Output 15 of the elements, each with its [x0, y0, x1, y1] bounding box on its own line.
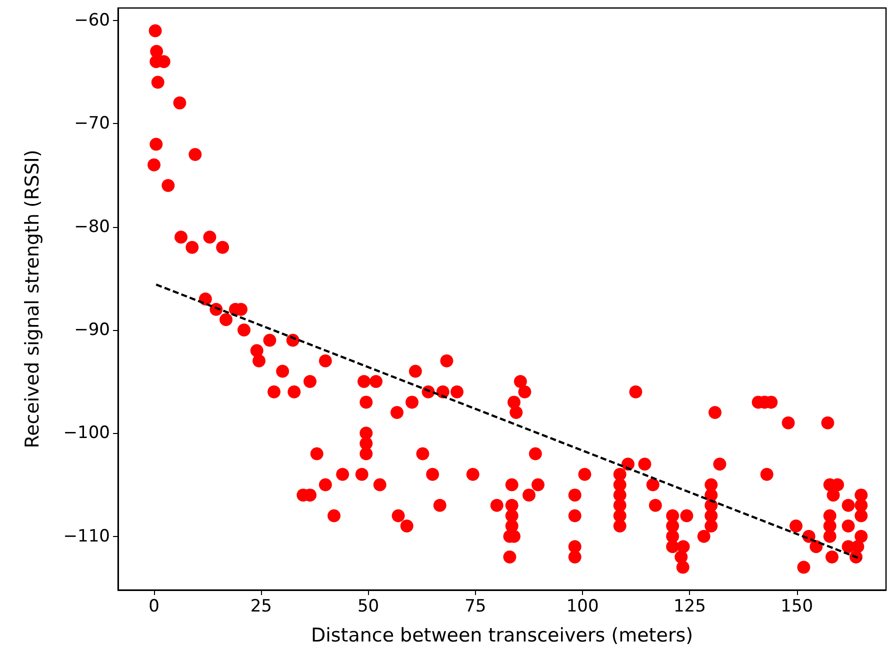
- y-tick-label: −80: [74, 216, 110, 237]
- x-tick-label: 25: [250, 596, 272, 616]
- y-tick-label: −110: [63, 526, 110, 546]
- x-tick-label: 0: [148, 596, 160, 616]
- x-tick-label: 75: [464, 596, 486, 616]
- y-axis-title: Received signal strength (RSSI): [22, 150, 44, 448]
- x-axis-title: Distance between transceivers (meters): [310, 624, 694, 646]
- x-tick-label: 150: [780, 596, 814, 616]
- y-tick-label: −60: [74, 10, 110, 30]
- x-tick-label: 50: [357, 596, 380, 616]
- y-tick-label: −70: [74, 114, 110, 134]
- y-tick-label: −100: [63, 423, 110, 444]
- y-tick-label: −90: [74, 320, 110, 340]
- x-tick-label: 125: [673, 596, 706, 616]
- x-tick-label: 100: [566, 596, 599, 616]
